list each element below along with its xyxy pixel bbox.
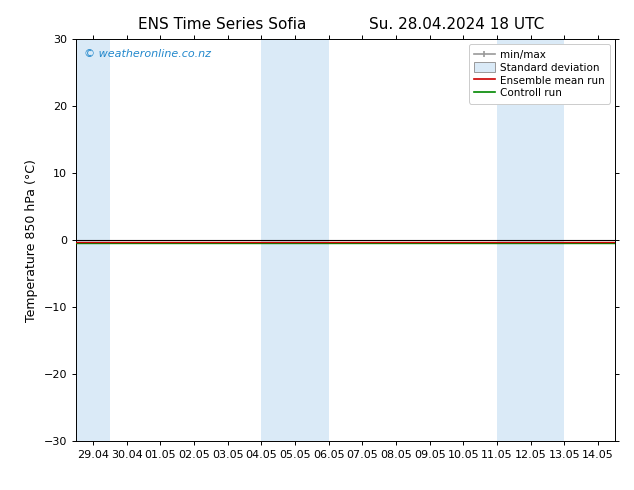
Bar (261, 39, 328, 441)
Text: ENS Time Series Sofia: ENS Time Series Sofia (138, 17, 306, 32)
Legend: min/max, Standard deviation, Ensemble mean run, Controll run: min/max, Standard deviation, Ensemble me… (469, 45, 610, 103)
Bar (497, 39, 564, 441)
Y-axis label: Temperature 850 hPa (°C): Temperature 850 hPa (°C) (25, 159, 38, 321)
Bar (76, 39, 110, 441)
Text: Su. 28.04.2024 18 UTC: Su. 28.04.2024 18 UTC (369, 17, 544, 32)
Text: © weatheronline.co.nz: © weatheronline.co.nz (84, 49, 211, 59)
